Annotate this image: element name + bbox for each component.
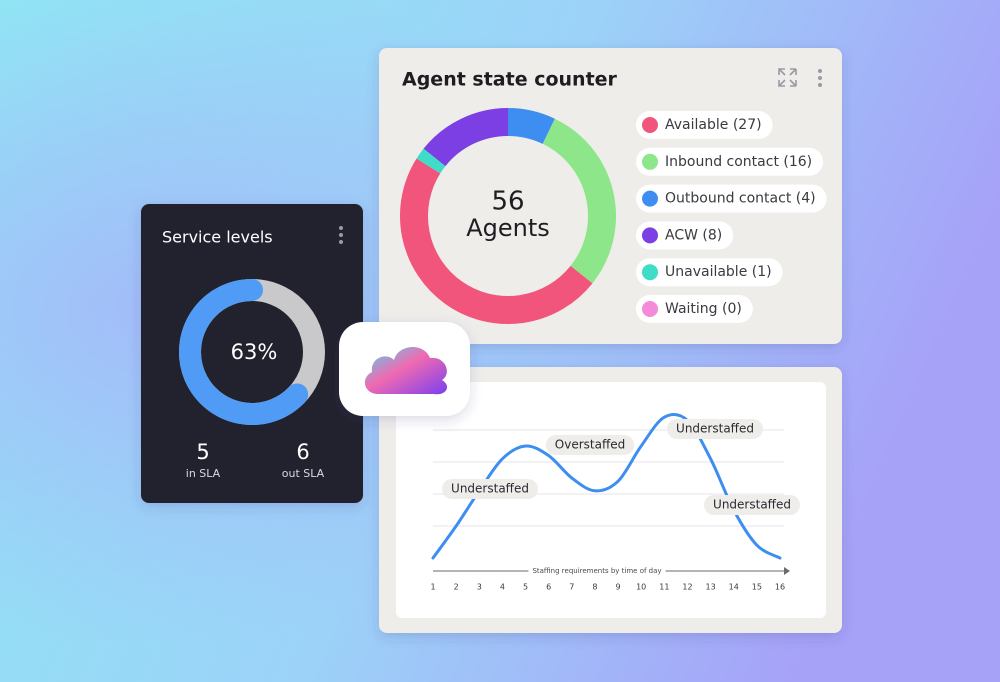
x-tick-label: 4 — [500, 583, 505, 592]
legend-pill — [636, 221, 734, 250]
legend-pill — [636, 147, 824, 176]
annotation: Understaffed — [676, 422, 754, 436]
x-tick-label: 6 — [546, 583, 551, 592]
x-axis-label: Staffing requirements by time of day — [532, 567, 661, 575]
donut-total-label: Agents — [466, 214, 550, 242]
expand-icon[interactable] — [778, 68, 797, 87]
legend-swatch — [642, 190, 658, 207]
legend-label: Outbound contact (4) — [665, 191, 816, 207]
card-title: Agent state counter — [402, 69, 618, 91]
legend-label: Unavailable (1) — [665, 264, 772, 280]
legend-label: Inbound contact (16) — [665, 154, 812, 170]
legend-pill — [636, 258, 783, 287]
annotation: Understaffed — [451, 482, 529, 496]
in-sla-count: 5 — [196, 440, 209, 464]
donut-segment — [507, 108, 555, 145]
x-tick-label: 10 — [636, 583, 646, 592]
x-tick-label: 5 — [523, 583, 528, 592]
donut — [400, 108, 616, 324]
card — [141, 204, 363, 503]
legend-pill — [636, 295, 753, 323]
donut-segment — [542, 118, 616, 284]
card-title: Service levels — [162, 228, 273, 247]
menu-icon[interactable] — [818, 69, 822, 87]
x-tick-label: 13 — [706, 583, 716, 592]
annotation-pill — [704, 495, 800, 515]
staffing-line — [431, 413, 782, 560]
legend-swatch — [642, 301, 658, 317]
out-sla-count: 6 — [296, 440, 309, 464]
service-levels-card: Service levels 63% 5 in SLA 6 out SLA — [141, 204, 363, 503]
x-tick-label: 14 — [729, 583, 739, 592]
legend-label: ACW (8) — [665, 227, 722, 243]
donut — [179, 279, 325, 425]
donut-segment — [179, 279, 309, 425]
donut-segment — [416, 148, 446, 174]
agent-card: Agent state counter 56 Agents Available … — [379, 48, 842, 344]
x-tick-label: 3 — [477, 583, 482, 592]
chart-panel — [396, 382, 826, 618]
x-tick-label: 11 — [659, 583, 669, 592]
legend-pill — [636, 111, 773, 139]
annotation: Understaffed — [713, 498, 791, 512]
x-tick-label: 12 — [682, 583, 692, 592]
axis-arrow — [784, 567, 790, 575]
donut-segment — [423, 108, 509, 167]
legend-pill — [636, 184, 827, 213]
legend: Available (27) Inbound contact (16) Outbou… — [636, 111, 827, 323]
legend-swatch — [642, 117, 658, 133]
x-tick-label: 8 — [592, 583, 597, 592]
x-axis-label-bg — [528, 566, 666, 576]
in-sla-label: in SLA — [186, 467, 221, 480]
x-tick-label: 15 — [752, 583, 762, 592]
annotation: Overstaffed — [555, 438, 625, 452]
legend-swatch — [642, 264, 658, 281]
legend-label: Waiting (0) — [665, 301, 742, 317]
menu-icon[interactable] — [339, 226, 343, 244]
x-tick-label: 1 — [430, 583, 435, 592]
donut-total: 56 — [491, 187, 524, 217]
annotation-pill — [545, 435, 635, 455]
annotation-pill — [667, 419, 763, 439]
annotation-pill — [442, 479, 538, 499]
x-tick-label: 9 — [616, 583, 621, 592]
x-tick-label: 7 — [569, 583, 574, 592]
cloud-logo — [339, 322, 470, 416]
legend-swatch — [642, 153, 658, 170]
percent-label: 63% — [231, 340, 278, 364]
x-tick-label: 16 — [775, 583, 785, 592]
x-tick-label: 2 — [454, 583, 459, 592]
out-sla-label: out SLA — [282, 467, 325, 480]
legend-swatch — [642, 227, 658, 244]
legend-label: Available (27) — [665, 117, 762, 133]
donut-segment — [400, 158, 593, 324]
